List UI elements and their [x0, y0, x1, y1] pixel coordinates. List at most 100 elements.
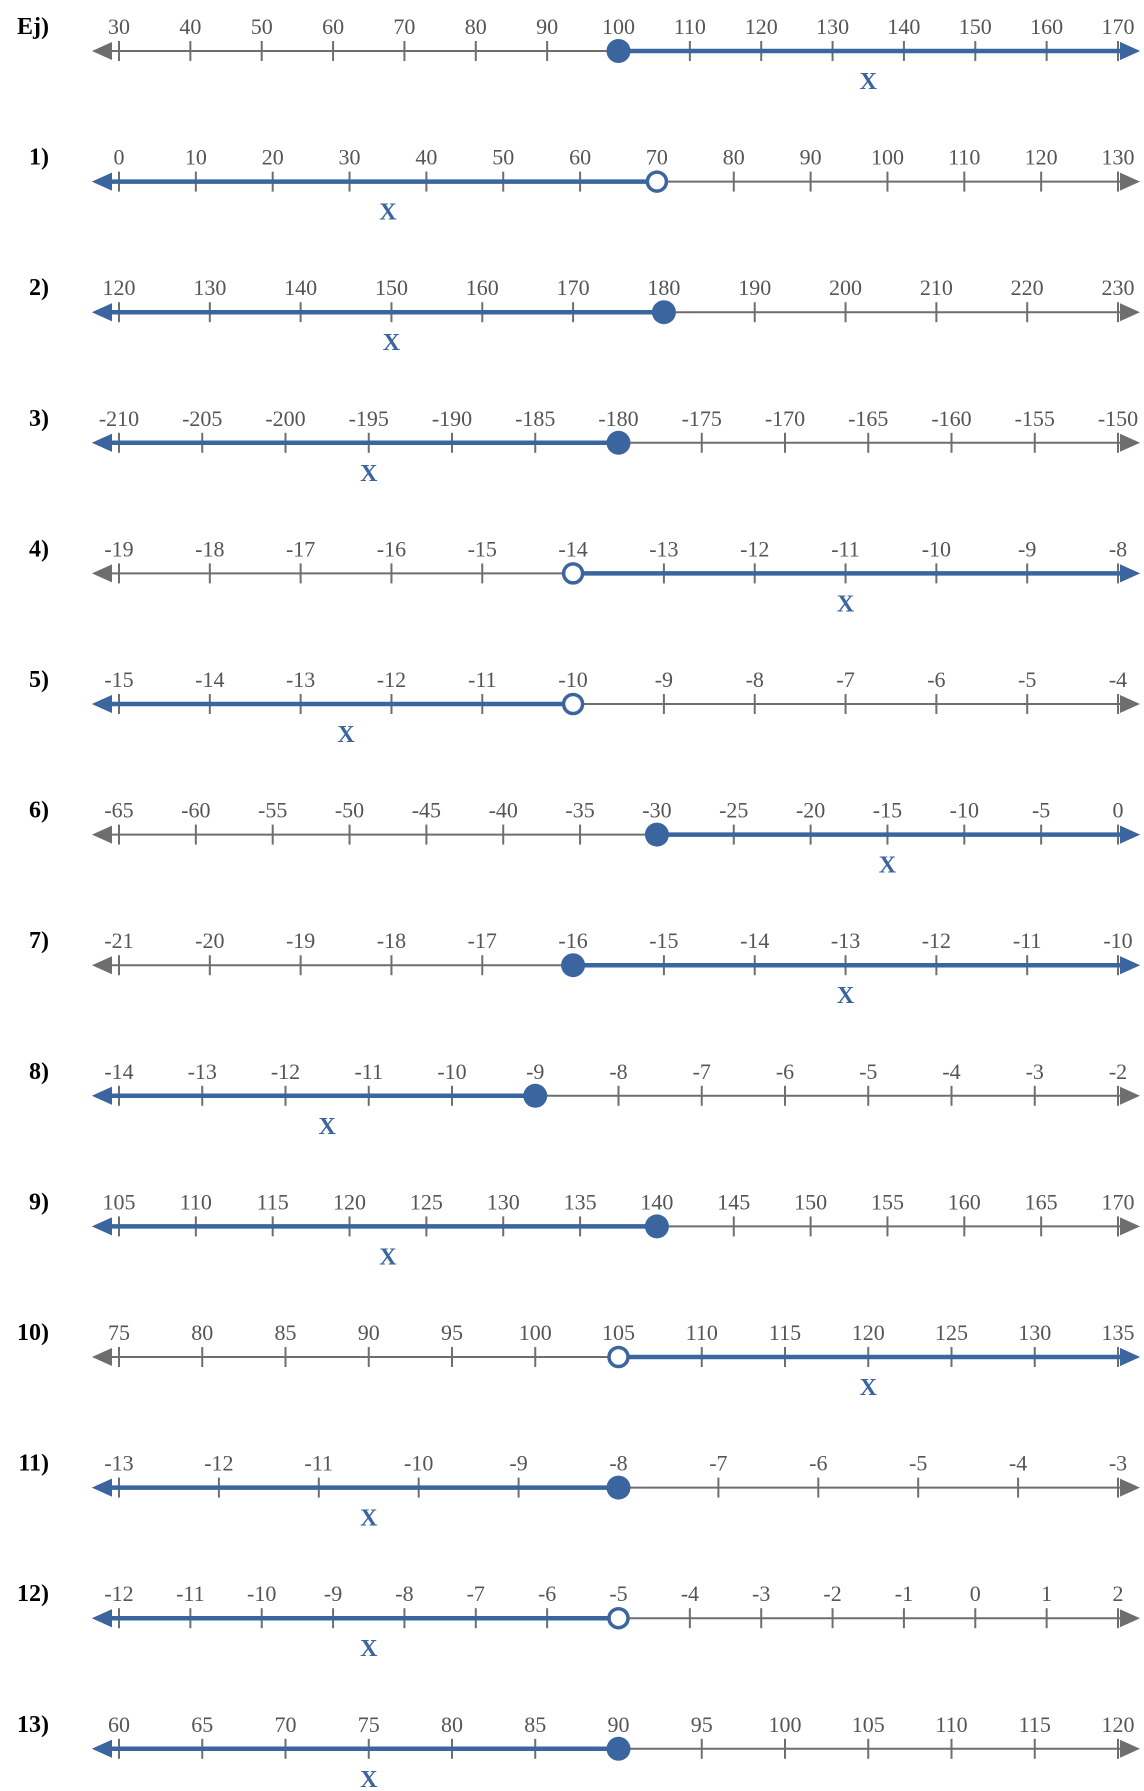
- number-line-6: 6) -65 -60 -55 -50 -45 -40 -35 -30 -25 -20 -15 -10 -5…: [29, 798, 1140, 879]
- number-line-5: 5) -15 -14 -13 -12 -11 -10 -9 -8 -7 -6 -5 -4 X: [29, 667, 1140, 748]
- tick-label: 170: [557, 275, 590, 300]
- right-arrow-icon: [1120, 1739, 1140, 1758]
- tick-label: -14: [740, 928, 769, 953]
- tick-label: -10: [950, 798, 979, 823]
- tick-label: -30: [642, 798, 671, 823]
- tick-label: 140: [284, 275, 317, 300]
- tick-label: 145: [717, 1189, 750, 1214]
- tick-label: 160: [948, 1189, 981, 1214]
- x-variable-label: X: [837, 983, 855, 1009]
- tick-label: -11: [1013, 928, 1042, 953]
- x-variable-label: X: [379, 200, 397, 226]
- tick-label: 100: [769, 1712, 802, 1737]
- tick-label: 190: [738, 275, 771, 300]
- tick-label: 40: [415, 145, 437, 170]
- closed-endpoint: [606, 1475, 631, 1500]
- open-endpoint: [607, 1606, 630, 1630]
- tick-label: -13: [649, 536, 678, 561]
- problem-label: 11): [18, 1451, 49, 1477]
- tick-label: 105: [103, 1189, 136, 1214]
- tick-label: -14: [195, 667, 224, 692]
- tick-label: 110: [674, 14, 706, 39]
- tick-label: 120: [103, 275, 136, 300]
- number-line-7: 7) -21 -20 -19 -18 -17 -16 -15 -14 -13 -12 -11 -10 X: [29, 928, 1140, 1009]
- tick-label: 75: [358, 1712, 380, 1737]
- x-variable-label: X: [379, 1244, 397, 1270]
- tick-label: -9: [1018, 536, 1036, 561]
- tick-label: -5: [609, 1581, 627, 1606]
- tick-label: -175: [682, 406, 722, 431]
- left-arrow-icon: [92, 42, 112, 60]
- tick-label: -25: [719, 798, 748, 823]
- tick-label: 130: [1102, 145, 1135, 170]
- tick-label: 130: [193, 275, 226, 300]
- tick-label: 135: [1102, 1320, 1135, 1345]
- number-line-13: 13) 60 65 70 75 80 85 90 95 100 105 110 115 120 X: [17, 1712, 1140, 1791]
- solution-arrow-icon: [92, 1217, 112, 1236]
- tick-label: 230: [1102, 275, 1135, 300]
- tick-label: -19: [286, 928, 315, 953]
- tick-label: -65: [104, 798, 133, 823]
- tick-label: -195: [349, 406, 389, 431]
- tick-label: 105: [852, 1712, 885, 1737]
- tick-label: -15: [468, 536, 497, 561]
- tick-label: -7: [836, 667, 854, 692]
- tick-label: -5: [909, 1451, 927, 1476]
- tick-label: -7: [467, 1581, 485, 1606]
- tick-label: -10: [404, 1451, 433, 1476]
- tick-label: -8: [609, 1451, 627, 1476]
- tick-label: -11: [305, 1451, 334, 1476]
- tick-label: -11: [468, 667, 497, 692]
- tick-label: -2: [823, 1581, 841, 1606]
- x-variable-label: X: [318, 1114, 336, 1140]
- tick-label: -18: [195, 536, 224, 561]
- tick-label: -6: [538, 1581, 556, 1606]
- tick-label: -6: [809, 1451, 827, 1476]
- tick-label: 60: [569, 145, 591, 170]
- x-variable-label: X: [383, 330, 401, 356]
- closed-endpoint: [523, 1083, 548, 1108]
- solution-arrow-icon: [1120, 564, 1140, 583]
- number-line-8: 8) -14 -13 -12 -11 -10 -9 -8 -7 -6 -5 -4 -3 -2 X: [29, 1059, 1140, 1140]
- tick-label: 80: [191, 1320, 213, 1345]
- solution-arrow-icon: [92, 1609, 112, 1628]
- tick-label: -55: [258, 798, 287, 823]
- closed-endpoint: [606, 39, 631, 63]
- tick-label: 115: [769, 1320, 801, 1345]
- tick-label: -14: [558, 536, 587, 561]
- tick-label: 100: [602, 14, 635, 39]
- solution-arrow-icon: [92, 1478, 112, 1497]
- tick-label: -185: [515, 406, 555, 431]
- tick-label: 30: [339, 145, 361, 170]
- problem-label: 12): [17, 1581, 49, 1607]
- problem-label: 3): [29, 406, 49, 432]
- closed-endpoint: [651, 300, 676, 325]
- closed-endpoint: [606, 430, 631, 455]
- tick-label: -3: [752, 1581, 770, 1606]
- right-arrow-icon: [1120, 172, 1140, 191]
- tick-label: -8: [395, 1581, 413, 1606]
- tick-label: -6: [776, 1059, 794, 1084]
- solution-arrow-icon: [92, 695, 112, 713]
- problem-label: 13): [17, 1712, 49, 1738]
- tick-label: -2: [1109, 1059, 1127, 1084]
- tick-label: -35: [565, 798, 594, 823]
- problem-label: 1): [29, 145, 49, 171]
- tick-label: 70: [646, 145, 668, 170]
- tick-label: 110: [935, 1712, 967, 1737]
- closed-endpoint: [644, 1214, 669, 1239]
- number-line-1: 1) 0 10 20 30 40 50 60 70 80 90 100 110 120 130 X: [29, 145, 1140, 226]
- tick-label: 80: [723, 145, 745, 170]
- tick-label: -21: [104, 928, 133, 953]
- tick-label: 140: [887, 14, 920, 39]
- problem-label: 4): [29, 536, 49, 562]
- tick-label: -9: [324, 1581, 342, 1606]
- solution-arrow-icon: [92, 303, 112, 322]
- tick-label: -4: [942, 1059, 960, 1084]
- closed-endpoint: [561, 953, 586, 978]
- tick-label: 120: [333, 1189, 366, 1214]
- tick-label: -12: [377, 667, 406, 692]
- tick-label: 60: [108, 1712, 130, 1737]
- tick-label: -160: [931, 406, 971, 431]
- number-line-3: 3) -210 -205 -200 -195 -190 -185 -180 -175 -170 -1…: [29, 406, 1140, 487]
